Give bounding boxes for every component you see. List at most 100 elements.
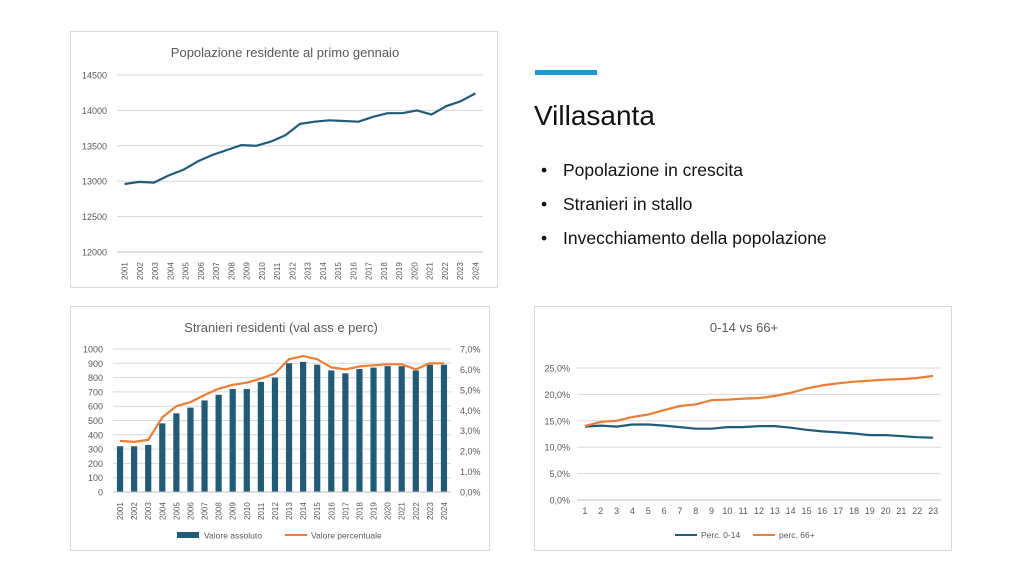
population-chart-panel: Popolazione residente al primo gennaio 12…: [70, 31, 498, 288]
x-tick-label: 2019: [395, 262, 404, 280]
bar-valore-assoluto: [426, 364, 433, 492]
chart-title: 0-14 vs 66+: [710, 320, 778, 335]
y-tick-label-left: 500: [88, 416, 103, 426]
x-tick-label: 14: [786, 506, 796, 516]
y-tick-label: 5,0%: [549, 469, 570, 479]
bar-valore-assoluto: [271, 377, 279, 492]
y-tick-label-left: 400: [88, 430, 103, 440]
x-tick-label: 2022: [412, 502, 421, 520]
x-tick-label: 2016: [349, 262, 358, 280]
x-tick-label: 2012: [271, 502, 280, 520]
bullet-text: Popolazione in crescita: [563, 160, 743, 180]
population-series-line: [124, 92, 476, 186]
x-tick-label: 16: [817, 506, 827, 516]
y-tick-label: 10,0%: [544, 443, 570, 453]
x-tick-label: 1: [582, 506, 587, 516]
x-tick-label: 2009: [243, 262, 252, 280]
bar-valore-assoluto: [412, 370, 419, 492]
bar-valore-assoluto: [243, 389, 250, 492]
bar-valore-assoluto: [370, 367, 377, 492]
bar-valore-assoluto: [187, 407, 194, 492]
foreigners-chart-panel: Stranieri residenti (val ass e perc) 0 100…: [70, 306, 490, 551]
legend-label: Valore assoluto: [204, 531, 262, 541]
x-tick-label: 2011: [257, 502, 266, 520]
legend-label: Perc. 0-14: [701, 530, 740, 540]
x-tick-label: 2003: [144, 502, 153, 520]
x-tick-label: 2023: [456, 262, 465, 280]
bullet-item: • Popolazione in crescita: [541, 156, 827, 190]
x-tick-label: 21: [896, 506, 906, 516]
y-tick-label-left: 100: [88, 473, 103, 483]
bullet-dot-icon: •: [541, 160, 548, 180]
x-tick-label: 2020: [410, 262, 419, 280]
y-tick-label: 20,0%: [544, 390, 570, 400]
bullet-dot-icon: •: [541, 194, 548, 214]
x-tick-label: 2018: [355, 502, 364, 520]
x-tick-label: 17: [833, 506, 843, 516]
x-tick-label: 2019: [370, 502, 379, 520]
y-tick-label-left: 800: [88, 373, 103, 383]
x-tick-label: 2005: [182, 262, 191, 280]
bar-valore-assoluto: [215, 394, 222, 492]
x-tick-label: 8: [693, 506, 698, 516]
bullet-text: Stranieri in stallo: [563, 194, 693, 214]
x-tick-label: 4: [630, 506, 635, 516]
x-tick-label: 2010: [243, 502, 252, 520]
x-tick-label: 2013: [304, 262, 313, 280]
x-tick-label: 3: [614, 506, 619, 516]
x-tick-label: 2009: [229, 502, 238, 520]
title-accent-bar: [535, 70, 597, 75]
y-tick-label-right: 1,0%: [460, 467, 481, 477]
perc-0-14-series-line: [584, 423, 934, 439]
x-tick-label: 2001: [116, 502, 125, 520]
x-tick-label: 2002: [130, 502, 139, 520]
legend-label: perc. 66+: [779, 530, 815, 540]
x-tick-label: 11: [739, 506, 748, 516]
x-tick-label: 2003: [151, 262, 160, 280]
x-tick-label: 2022: [441, 262, 450, 280]
x-tick-label: 2002: [136, 262, 145, 280]
bullet-item: • Invecchiamento della popolazione: [541, 224, 827, 258]
bar-valore-assoluto: [398, 366, 405, 492]
x-tick-label: 2018: [380, 262, 389, 280]
slide-title: Villasanta: [534, 100, 655, 131]
y-tick-label-right: 5,0%: [460, 385, 481, 395]
y-tick-label: 0,0%: [549, 496, 570, 506]
bar-valore-assoluto: [328, 370, 335, 492]
x-tick-label: 2007: [212, 262, 221, 280]
x-tick-label: 13: [770, 506, 780, 516]
y-tick-label: 12500: [82, 212, 107, 222]
y-tick-label-right: 0,0%: [460, 488, 481, 498]
x-tick-label: 2013: [285, 502, 294, 520]
x-tick-label: 19: [865, 506, 875, 516]
x-tick-label: 2006: [186, 502, 195, 520]
y-tick-label-left: 600: [88, 402, 103, 412]
bar-valore-assoluto: [356, 369, 363, 492]
x-tick-label: 22: [912, 506, 922, 516]
legend-swatch-bar: [177, 532, 199, 538]
bar-valore-assoluto: [342, 373, 349, 492]
y-tick-label-left: 200: [88, 459, 103, 469]
bullet-dot-icon: •: [541, 228, 548, 248]
x-tick-label: 2010: [258, 262, 267, 280]
bar-valore-assoluto: [173, 413, 180, 492]
x-tick-label: 2021: [426, 262, 435, 280]
x-tick-label: 7: [677, 506, 682, 516]
bar-valore-assoluto: [257, 381, 264, 492]
population-chart: Popolazione residente al primo gennaio 12…: [82, 45, 483, 280]
y-tick-label-left: 0: [98, 488, 103, 498]
x-tick-label: 15: [801, 506, 811, 516]
x-tick-label: 2008: [227, 262, 236, 280]
y-tick-label: 13000: [82, 177, 107, 187]
bar-valore-assoluto: [285, 363, 293, 492]
x-tick-label: 2023: [426, 502, 435, 520]
x-tick-label: 5: [646, 506, 651, 516]
x-tick-label: 2001: [121, 262, 130, 280]
x-tick-label: 18: [849, 506, 859, 516]
bullet-item: • Stranieri in stallo: [541, 190, 827, 224]
bullet-text: Invecchiamento della popolazione: [563, 228, 827, 248]
bar-valore-assoluto: [384, 366, 391, 492]
y-tick-label: 13500: [82, 141, 107, 151]
x-tick-label: 2020: [384, 502, 393, 520]
bar-valore-assoluto: [159, 423, 166, 492]
